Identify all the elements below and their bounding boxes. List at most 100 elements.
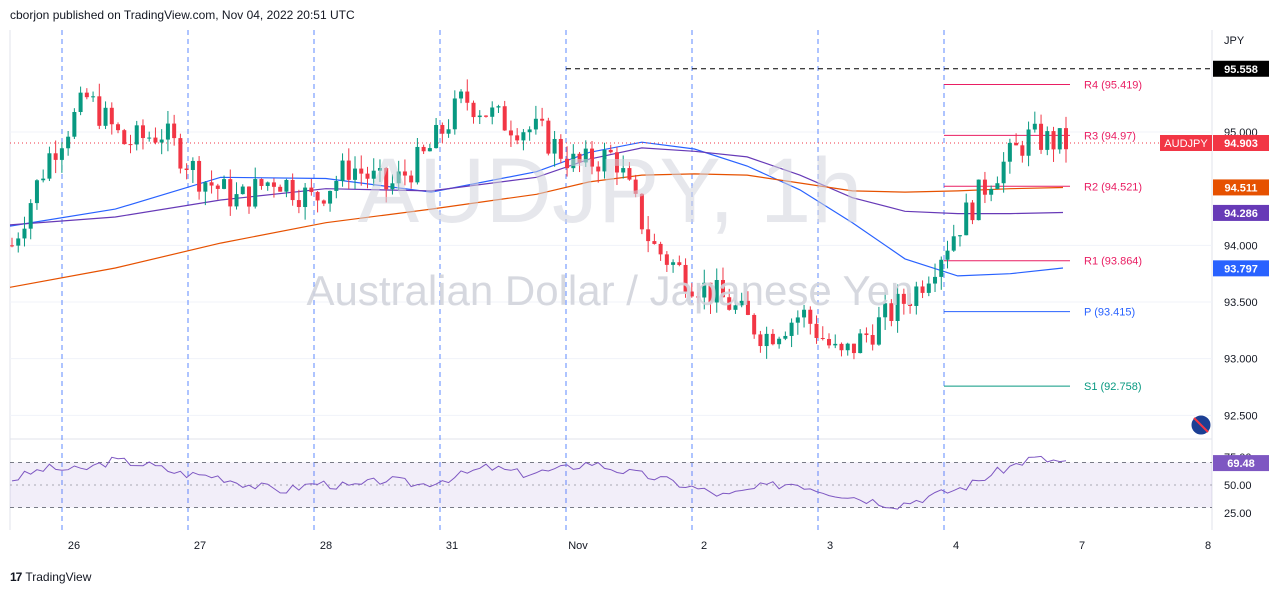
- candle-body: [596, 166, 601, 172]
- candle-body: [165, 123, 170, 140]
- candle-body: [452, 98, 457, 130]
- moving-average-line: [9, 173, 1064, 288]
- candle-body: [359, 168, 364, 174]
- candle-body: [53, 153, 58, 160]
- candle-body: [315, 192, 320, 201]
- candle-body: [1007, 142, 1012, 162]
- candle-body: [795, 317, 800, 323]
- x-tick-label: 8: [1205, 540, 1211, 552]
- candle-body: [103, 107, 108, 126]
- candle-body: [858, 333, 863, 354]
- candle-body: [134, 125, 139, 145]
- candle-body: [78, 92, 83, 112]
- candle-body: [409, 175, 414, 183]
- candle-body: [340, 160, 345, 181]
- candle-body: [128, 144, 133, 146]
- candle-body: [490, 107, 495, 117]
- candle-body: [296, 200, 301, 208]
- candle-body: [28, 203, 33, 229]
- tradingview-footer[interactable]: 17 TradingView: [10, 570, 91, 584]
- price-tag-label: 95.558: [1224, 64, 1258, 76]
- candle-body: [1014, 142, 1019, 146]
- candle-body: [197, 160, 202, 192]
- candle-body: [683, 264, 688, 292]
- candle-body: [671, 262, 676, 265]
- candle-body: [939, 259, 944, 277]
- pivot-label: R4 (95.419): [1084, 80, 1142, 92]
- candle-body: [827, 338, 832, 346]
- candle-body: [577, 153, 582, 163]
- candle-body: [864, 333, 869, 336]
- candle-body: [602, 149, 607, 172]
- publisher-caption: cborjon published on TradingView.com, No…: [10, 8, 355, 22]
- x-tick-label: 27: [194, 540, 206, 552]
- candle-body: [770, 333, 775, 345]
- tradingview-logo-icon: 17: [10, 570, 22, 584]
- candle-body: [396, 171, 401, 184]
- x-tick-label: 26: [68, 540, 80, 552]
- brand-name: TradingView: [25, 570, 92, 584]
- candle-body: [995, 183, 1000, 189]
- candle-body: [328, 190, 333, 204]
- candle-body: [434, 124, 439, 149]
- candle-body: [116, 124, 121, 131]
- candle-body: [764, 333, 769, 347]
- candle-body: [259, 179, 264, 186]
- candle-body: [1026, 129, 1031, 156]
- candle-body: [421, 146, 426, 152]
- candle-body: [22, 228, 27, 239]
- candle-body: [91, 96, 96, 98]
- candle-body: [627, 168, 632, 180]
- candle-body: [571, 153, 576, 169]
- candle-body: [515, 135, 520, 141]
- rsi-line: [11, 455, 1067, 510]
- candle-body: [540, 118, 545, 121]
- candle-body: [41, 178, 46, 181]
- candle-body: [752, 314, 757, 335]
- candle-body: [415, 146, 420, 183]
- candle-body: [976, 179, 981, 221]
- candle-body: [957, 235, 962, 237]
- candle-body: [122, 130, 127, 145]
- candle-body: [309, 187, 314, 193]
- candle-body: [97, 96, 102, 126]
- candle-body: [758, 334, 763, 347]
- rsi-value-label: 69.48: [1227, 458, 1255, 470]
- symbol-tag: [1160, 134, 1212, 151]
- candle-body: [920, 286, 925, 293]
- candle-body: [459, 91, 464, 99]
- candle-body: [72, 111, 77, 137]
- candle-body: [727, 297, 732, 310]
- y-tick-label: 93.500: [1224, 297, 1258, 309]
- symbol-tag-label: AUDJPY: [1164, 138, 1208, 150]
- candle-body: [1051, 131, 1056, 150]
- candle-body: [614, 152, 619, 173]
- candle-body: [178, 138, 183, 169]
- x-tick-label: 31: [446, 540, 458, 552]
- candle-body: [708, 282, 713, 303]
- candle-body: [140, 125, 145, 139]
- candle-body: [639, 193, 644, 230]
- candle-body: [384, 168, 389, 190]
- candle-body: [1001, 161, 1006, 184]
- candle-body: [745, 300, 750, 315]
- candle-body: [203, 182, 208, 192]
- candle-body: [246, 186, 251, 207]
- candle-body: [546, 120, 551, 154]
- candle-body: [521, 132, 526, 141]
- candle-body: [284, 179, 289, 192]
- candle-body: [883, 303, 888, 318]
- candle-body: [565, 158, 570, 169]
- y-tick-label: 93.000: [1224, 354, 1258, 366]
- candle-body: [820, 337, 825, 339]
- candle-body: [533, 118, 538, 130]
- candle-body: [508, 130, 513, 136]
- pivot-label: S1 (92.758): [1084, 381, 1141, 393]
- candle-body: [234, 194, 239, 207]
- moving-average-line: [9, 141, 1064, 277]
- candle-body: [621, 168, 626, 173]
- candle-body: [889, 303, 894, 322]
- pivot-label: P (93.415): [1084, 307, 1135, 319]
- candle-body: [147, 137, 152, 139]
